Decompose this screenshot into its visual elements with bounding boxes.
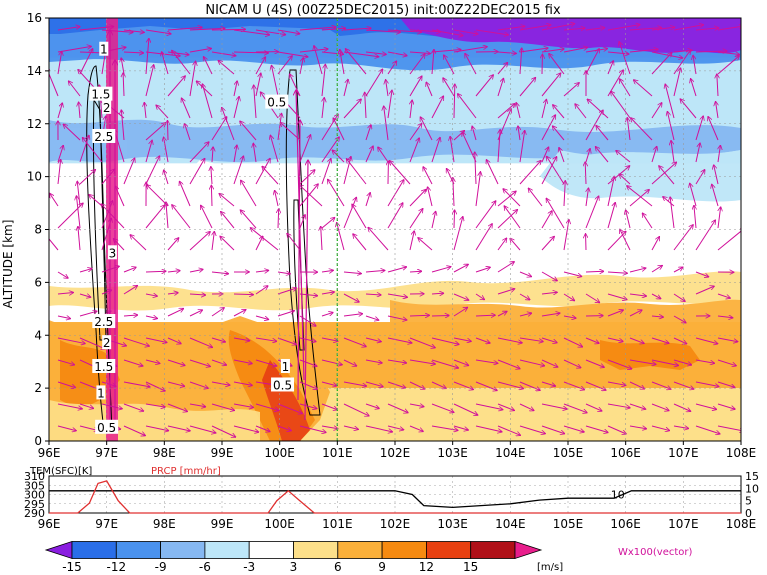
- colorbar-level: -6: [199, 560, 211, 574]
- y-tick-label: 8: [34, 223, 42, 237]
- y-tick-label: 14: [27, 64, 42, 78]
- ts-right-tick: 5: [745, 495, 752, 508]
- ts-x-tick: 108E: [726, 517, 757, 531]
- x-tick-label: 105E: [553, 446, 584, 460]
- ts-right-tick: 10: [745, 482, 759, 495]
- x-tick-label: 97E: [95, 446, 118, 460]
- y-tick-label: 16: [27, 11, 42, 25]
- colorbar: -15 -12 -9 -6 -3 3 6 9 12 15 [m/s] Wx100(vector): [44, 540, 693, 574]
- contour-label: 0.5: [97, 421, 116, 435]
- x-tick-label: 103E: [437, 446, 468, 460]
- ts-left-tick: 295: [24, 498, 45, 511]
- precip-line: [49, 480, 741, 514]
- ts-x-tick: 103E: [437, 517, 468, 531]
- contour-label: 1: [100, 43, 108, 57]
- contour-label: 2: [103, 336, 111, 350]
- y-axis-label: ALTITUDE [km]: [1, 220, 15, 309]
- contour-label: 0.5: [267, 96, 286, 110]
- ts-x-tick: 101E: [322, 517, 353, 531]
- x-tick-label: 106E: [610, 446, 641, 460]
- temperature-line: [49, 490, 741, 509]
- ts-x-tick: 104E: [495, 517, 526, 531]
- ts-x-tick: 96E: [38, 517, 61, 531]
- colorbar-level: -3: [243, 560, 255, 574]
- ts-x-axis: 96E 97E 98E 99E 100E 101E 102E 103E 104E 105E 106E…: [38, 517, 757, 531]
- y-tick-label: 12: [27, 117, 42, 131]
- colorbar-level: 6: [334, 560, 342, 574]
- colorbar-level: -12: [106, 560, 126, 574]
- ts-x-tick: 106E: [610, 517, 641, 531]
- contour-label: 2: [103, 101, 111, 115]
- ts-grid: [49, 476, 741, 513]
- ts-x-tick: 97E: [95, 517, 118, 531]
- ts-left-tick: 290: [24, 507, 45, 520]
- y-tick-label: 4: [34, 328, 42, 342]
- prcp-label: PRCP [mm/hr]: [151, 466, 221, 477]
- x-tick-label: 102E: [380, 446, 411, 460]
- ts-x-tick: 100E: [264, 517, 295, 531]
- colorbar-level: 15: [463, 560, 478, 574]
- contour-label: 1.5: [91, 88, 110, 102]
- vector-legend: Wx100(vector): [618, 547, 693, 558]
- x-tick-label: 101E: [322, 446, 353, 460]
- x-tick-label: 100E: [264, 446, 295, 460]
- ts-x-tick: 105E: [553, 517, 584, 531]
- ts-left-tick: 300: [24, 489, 45, 502]
- colorbar-level: 9: [378, 560, 386, 574]
- main-panel: 11.522.532.521.510.50.510.5 024681012141…: [1, 11, 756, 460]
- x-tick-label: 98E: [153, 446, 176, 460]
- x-tick-label: 99E: [211, 446, 234, 460]
- surface-panel: 10 TEM(SFC)[K] PRCP [mm/hr] 310305300295…: [24, 466, 759, 531]
- wind-vectors: [49, 24, 741, 438]
- contour-label: 2.5: [94, 315, 113, 329]
- contour-label: 3: [109, 246, 117, 260]
- grid: [49, 18, 741, 441]
- contour-label: 1: [97, 386, 105, 400]
- x-tick-label: 107E: [668, 446, 699, 460]
- x-tick-label: 104E: [495, 446, 526, 460]
- ts-x-tick: 107E: [668, 517, 699, 531]
- contour-label: 1: [282, 360, 290, 374]
- y-tick-label: 10: [27, 170, 42, 184]
- contour-label: 2.5: [94, 130, 113, 144]
- ts-x-tick: 102E: [380, 517, 411, 531]
- ts-annotation: 10: [611, 489, 625, 502]
- colorbar-level: -15: [62, 560, 82, 574]
- chart-title: NICAM U (4S) (00Z25DEC2015) init:00Z22DE…: [205, 3, 561, 18]
- y-tick-label: 6: [34, 275, 42, 289]
- contour-label: 1.5: [94, 360, 113, 374]
- ts-x-tick: 99E: [211, 517, 234, 531]
- colorbar-level: 12: [419, 560, 434, 574]
- x-axis: 96E 97E 98E 99E 100E 101E 102E 103E 104E 105E 106E…: [38, 441, 757, 460]
- x-tick-label: 108E: [726, 446, 757, 460]
- tem-label: TEM(SFC)[K]: [29, 466, 92, 477]
- colorbar-level: -9: [155, 560, 167, 574]
- ts-left-tick: 305: [24, 479, 45, 492]
- y-tick-label: 2: [34, 381, 42, 395]
- x-tick-label: 96E: [38, 446, 61, 460]
- colorbar-level: 3: [290, 560, 298, 574]
- contour-label: 0.5: [273, 378, 292, 392]
- contour-labels: 11.522.532.521.510.50.510.5: [89, 41, 295, 435]
- y-axis: 0 2 4 6 8 10 12 14 16: [27, 11, 49, 448]
- ts-left-tick: 310: [24, 470, 45, 483]
- ts-right-tick: 15: [745, 470, 759, 483]
- ts-x-tick: 98E: [153, 517, 176, 531]
- colorbar-unit: [m/s]: [537, 562, 563, 573]
- ts-right-tick: 0: [745, 507, 752, 520]
- y-tick-label: 0: [34, 434, 42, 448]
